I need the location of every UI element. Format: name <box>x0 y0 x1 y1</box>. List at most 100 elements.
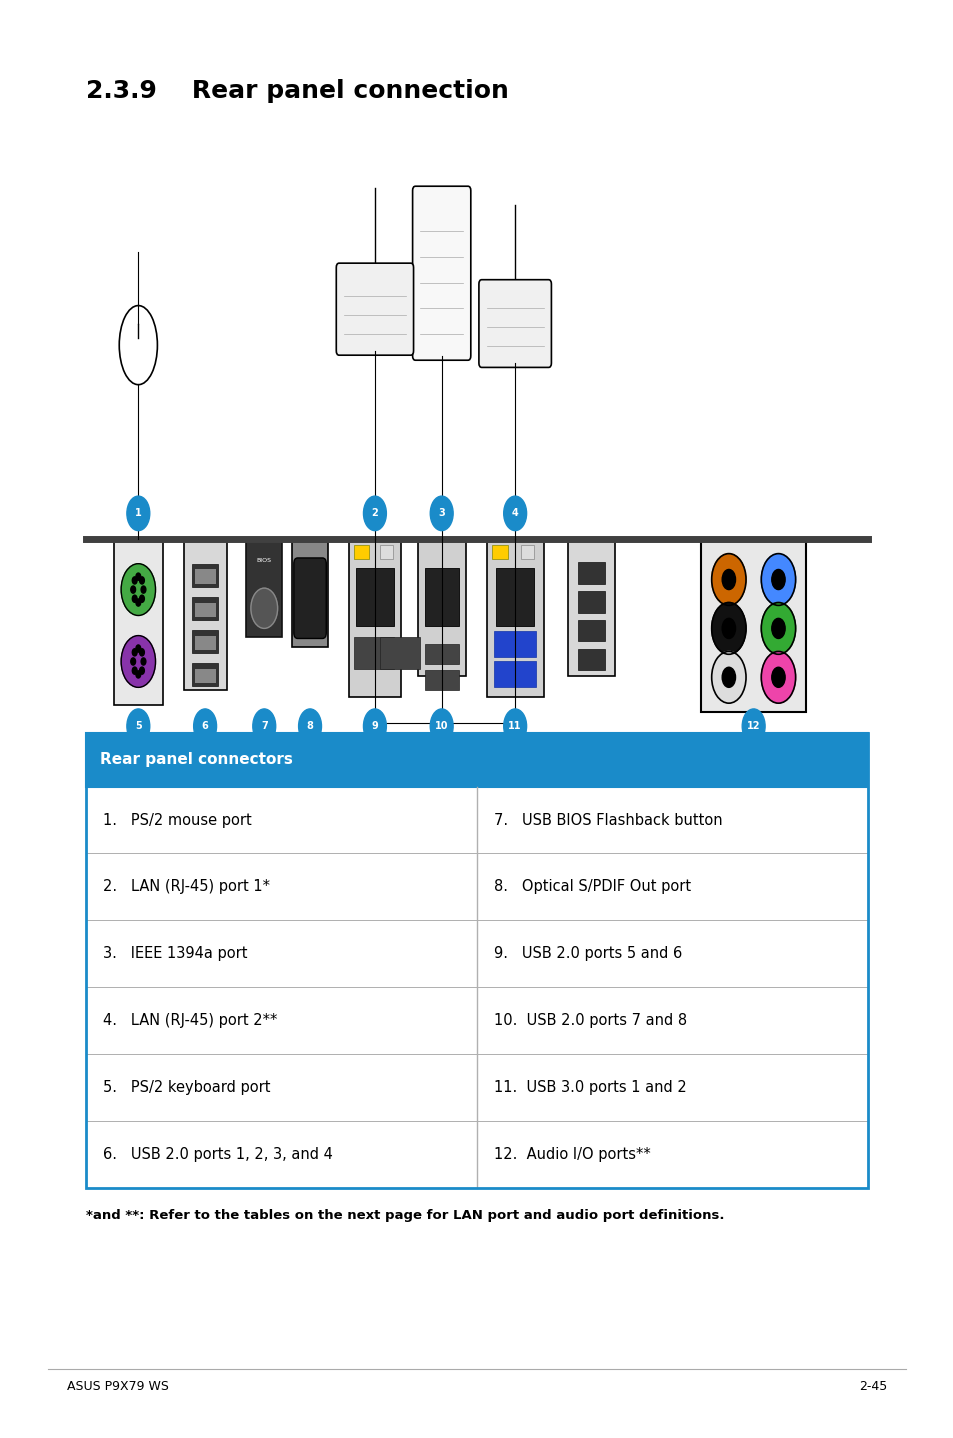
FancyBboxPatch shape <box>141 817 152 831</box>
Circle shape <box>721 569 735 590</box>
Circle shape <box>135 574 141 581</box>
Text: 10.  USB 2.0 ports 7 and 8: 10. USB 2.0 ports 7 and 8 <box>494 1014 686 1028</box>
Text: 2.   LAN (RJ-45) port 1*: 2. LAN (RJ-45) port 1* <box>103 880 270 894</box>
FancyBboxPatch shape <box>104 848 115 863</box>
Circle shape <box>135 644 141 653</box>
Bar <box>476 920 867 986</box>
Circle shape <box>193 709 216 743</box>
Text: 6.   USB 2.0 ports 1, 2, 3, and 4: 6. USB 2.0 ports 1, 2, 3, and 4 <box>103 1148 333 1162</box>
Circle shape <box>503 709 526 743</box>
FancyBboxPatch shape <box>467 797 543 840</box>
Bar <box>494 661 536 687</box>
Circle shape <box>131 657 135 664</box>
Bar <box>476 1054 867 1122</box>
Bar <box>86 854 476 920</box>
Circle shape <box>711 554 745 605</box>
Text: 9: 9 <box>371 722 378 731</box>
FancyBboxPatch shape <box>178 817 190 831</box>
FancyBboxPatch shape <box>375 817 402 887</box>
Text: 5.   PS/2 keyboard port: 5. PS/2 keyboard port <box>103 1080 271 1094</box>
FancyBboxPatch shape <box>91 798 243 899</box>
Text: 2: 2 <box>371 509 378 518</box>
Bar <box>424 670 458 690</box>
FancyBboxPatch shape <box>335 263 414 355</box>
FancyBboxPatch shape <box>612 811 656 958</box>
Circle shape <box>253 709 275 743</box>
Circle shape <box>503 496 526 531</box>
Bar <box>445 853 564 884</box>
Circle shape <box>121 636 155 687</box>
Text: 2.3.9    Rear panel connection: 2.3.9 Rear panel connection <box>86 79 508 104</box>
Bar <box>379 545 393 559</box>
Bar <box>349 539 400 697</box>
Circle shape <box>340 858 375 910</box>
FancyBboxPatch shape <box>153 848 165 863</box>
Circle shape <box>721 618 735 638</box>
Circle shape <box>127 496 150 531</box>
FancyBboxPatch shape <box>191 817 202 831</box>
Bar <box>492 545 507 559</box>
FancyBboxPatch shape <box>141 833 152 847</box>
Text: *and **: Refer to the tables on the next page for LAN port and audio port defini: *and **: Refer to the tables on the next… <box>86 1209 723 1222</box>
FancyBboxPatch shape <box>153 833 165 847</box>
FancyBboxPatch shape <box>116 864 128 879</box>
FancyBboxPatch shape <box>271 833 320 923</box>
Bar <box>192 564 218 587</box>
Circle shape <box>132 577 137 584</box>
Bar <box>355 568 394 626</box>
FancyBboxPatch shape <box>153 817 165 831</box>
Circle shape <box>127 709 150 743</box>
Circle shape <box>139 649 144 656</box>
Text: 12: 12 <box>746 722 760 731</box>
Circle shape <box>760 603 795 654</box>
FancyBboxPatch shape <box>116 833 128 847</box>
Text: 3: 3 <box>437 509 445 518</box>
Bar <box>86 1122 476 1188</box>
Bar <box>578 562 604 584</box>
Bar <box>578 620 604 641</box>
FancyBboxPatch shape <box>166 848 177 863</box>
Circle shape <box>139 577 144 584</box>
FancyBboxPatch shape <box>191 864 202 879</box>
Bar <box>86 920 476 986</box>
FancyBboxPatch shape <box>178 848 190 863</box>
Bar <box>520 545 534 559</box>
FancyBboxPatch shape <box>166 817 177 831</box>
Circle shape <box>771 618 784 638</box>
FancyBboxPatch shape <box>129 833 140 847</box>
Bar <box>194 669 215 683</box>
Circle shape <box>141 657 146 664</box>
Bar <box>183 539 226 690</box>
FancyBboxPatch shape <box>215 817 227 831</box>
FancyBboxPatch shape <box>606 860 633 930</box>
Bar <box>476 1122 867 1188</box>
Circle shape <box>626 873 641 896</box>
Circle shape <box>350 873 365 896</box>
FancyBboxPatch shape <box>203 864 214 879</box>
Bar <box>194 603 215 617</box>
Text: 5: 5 <box>134 722 142 731</box>
Bar <box>86 986 476 1054</box>
Text: 11: 11 <box>508 722 521 731</box>
FancyBboxPatch shape <box>264 805 326 935</box>
Circle shape <box>363 496 386 531</box>
FancyBboxPatch shape <box>568 817 595 887</box>
Bar <box>246 539 282 637</box>
FancyBboxPatch shape <box>116 848 128 863</box>
Bar <box>494 631 536 657</box>
Text: 6: 6 <box>201 722 209 731</box>
Circle shape <box>430 709 453 743</box>
Text: 7: 7 <box>260 722 268 731</box>
Text: 9.   USB 2.0 ports 5 and 6: 9. USB 2.0 ports 5 and 6 <box>494 946 681 961</box>
FancyBboxPatch shape <box>166 833 177 847</box>
FancyBboxPatch shape <box>215 864 227 879</box>
FancyBboxPatch shape <box>141 848 152 863</box>
Text: 11.  USB 3.0 ports 1 and 2: 11. USB 3.0 ports 1 and 2 <box>494 1080 686 1094</box>
FancyBboxPatch shape <box>203 833 214 847</box>
Circle shape <box>298 709 321 743</box>
Bar <box>424 568 458 626</box>
Text: ASUS P9X79 WS: ASUS P9X79 WS <box>67 1380 169 1393</box>
Bar <box>86 733 867 1188</box>
Text: 7.   USB BIOS Flashback button: 7. USB BIOS Flashback button <box>494 812 722 827</box>
FancyBboxPatch shape <box>478 279 551 367</box>
